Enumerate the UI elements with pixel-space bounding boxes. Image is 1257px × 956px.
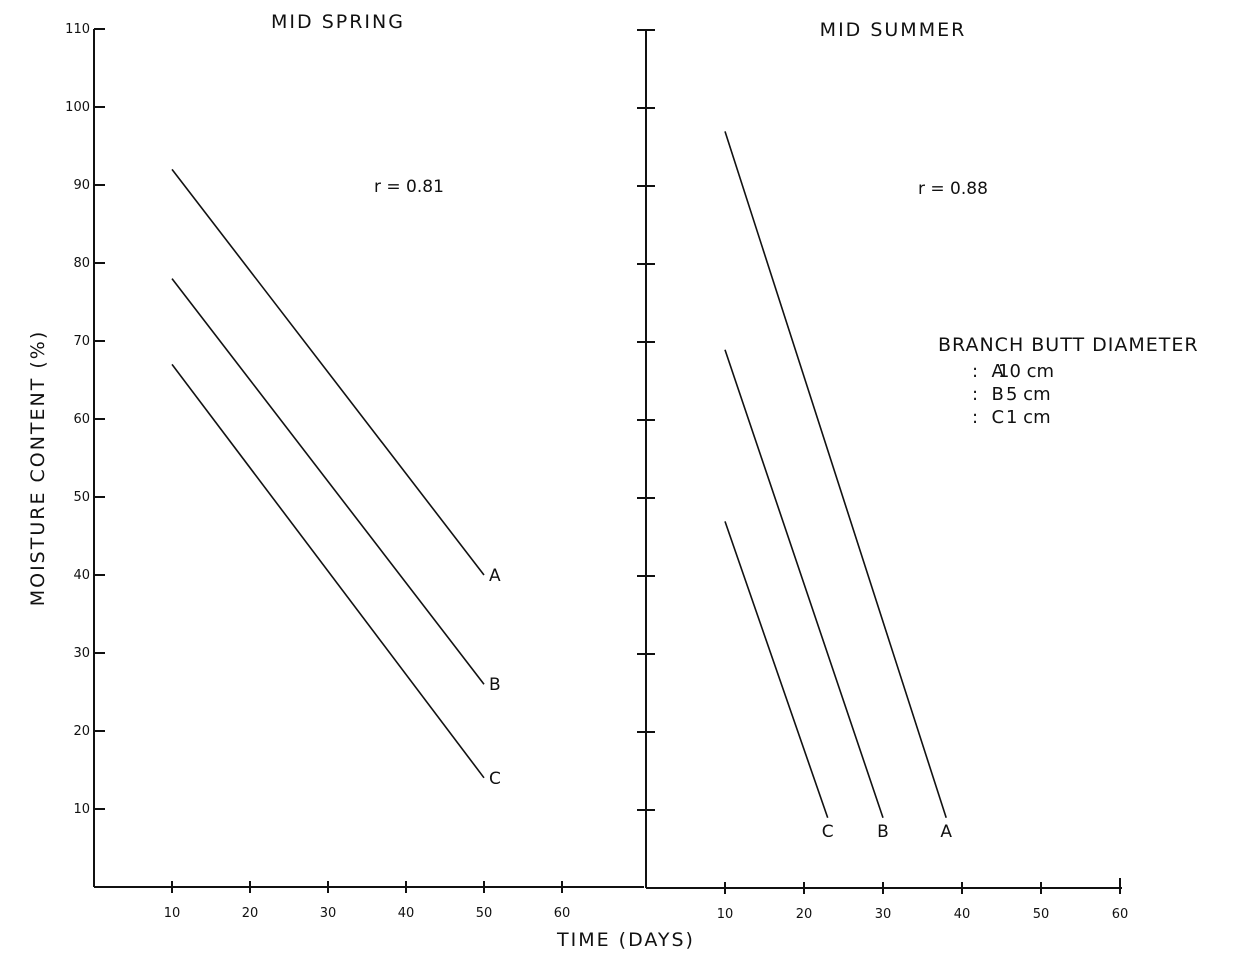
series-line-summer-a <box>724 131 947 819</box>
legend-item-c: C : 1 cm <box>940 407 1091 428</box>
series-label-summer-c: C <box>822 822 834 842</box>
legend-value-a: 10 cm <box>998 361 1054 382</box>
legend-sep-a: : <box>972 361 978 382</box>
y-tick-label-spring-10: 10 <box>73 802 90 817</box>
legend-title: BRANCH BUTT DIAMETER <box>938 334 1199 356</box>
y-tick-label-spring-40: 40 <box>73 568 90 583</box>
legend-item-b: B : 5 cm <box>940 384 1091 405</box>
annotation-summer: r = 0.88 <box>918 179 988 199</box>
y-tick-label-spring-100: 100 <box>65 100 90 115</box>
x-tick-label-summer-10: 10 <box>717 907 734 922</box>
series-line-spring-b <box>171 278 485 685</box>
x-tick-label-summer-60: 60 <box>1112 907 1129 922</box>
y-tick-label-spring-80: 80 <box>73 256 90 271</box>
x-tick-label-summer-50: 50 <box>1033 907 1050 922</box>
x-tick-label-spring-20: 20 <box>242 906 259 921</box>
legend-value-c: 1 cm <box>1006 407 1051 428</box>
y-tick-label-spring-90: 90 <box>73 178 90 193</box>
x-tick-label-spring-40: 40 <box>398 906 415 921</box>
x-tick-label-spring-50: 50 <box>476 906 493 921</box>
y-tick-label-spring-50: 50 <box>73 490 90 505</box>
series-line-summer-b <box>724 349 884 819</box>
series-label-spring-b: B <box>489 675 501 695</box>
legend-key-c: C <box>992 407 1005 428</box>
x-tick-label-spring-10: 10 <box>164 906 181 921</box>
legend-sep-c: : <box>972 407 978 428</box>
legend-key-b: B <box>992 384 1004 405</box>
panel-title-summer: MID SUMMER <box>820 19 967 41</box>
panel-title-spring: MID SPRING <box>271 11 405 33</box>
series-label-spring-c: C <box>489 769 501 789</box>
y-tick-label-spring-20: 20 <box>73 724 90 739</box>
legend-value-b: 5 cm <box>1006 384 1051 405</box>
legend-item-a: A : 10 cm <box>940 361 1094 382</box>
series-line-spring-c <box>171 363 485 779</box>
series-line-spring-a <box>171 168 485 576</box>
legend-sep-b: : <box>972 384 978 405</box>
x-axis-title: TIME (DAYS) <box>556 929 695 951</box>
y-axis-title: MOISTURE CONTENT (%) <box>27 330 49 607</box>
legend: BRANCH BUTT DIAMETER A : 10 cm B : 5 cm … <box>938 334 1199 428</box>
y-tick-label-spring-30: 30 <box>73 646 90 661</box>
annotation-spring: r = 0.81 <box>374 177 444 197</box>
series-label-summer-b: B <box>877 822 889 842</box>
series-label-spring-a: A <box>489 566 501 586</box>
y-tick-label-spring-110: 110 <box>65 22 90 37</box>
x-tick-label-summer-30: 30 <box>875 907 892 922</box>
x-tick-label-spring-30: 30 <box>320 906 337 921</box>
x-tick-label-spring-60: 60 <box>554 906 571 921</box>
y-tick-label-spring-60: 60 <box>73 412 90 427</box>
series-line-summer-c <box>724 521 829 819</box>
y-tick-label-spring-70: 70 <box>73 334 90 349</box>
series-label-summer-a: A <box>940 822 952 842</box>
x-tick-label-summer-20: 20 <box>796 907 813 922</box>
x-tick-label-summer-40: 40 <box>954 907 971 922</box>
